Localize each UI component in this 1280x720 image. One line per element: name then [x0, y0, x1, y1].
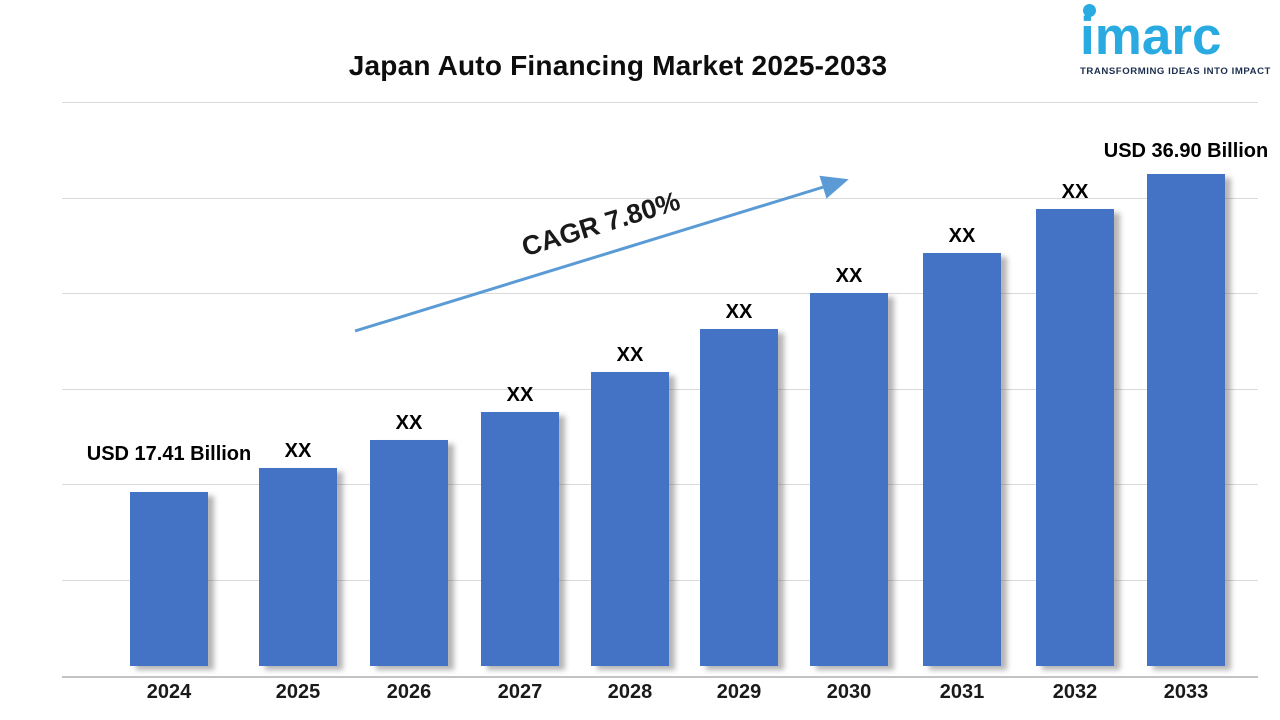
x-tick-2033: 2033	[1163, 681, 1209, 703]
bar-2025	[259, 468, 337, 666]
bar-value-label-2029: XX	[725, 301, 753, 323]
h-gridline	[62, 102, 1258, 103]
bar-2028	[591, 372, 669, 666]
bar-value-label-2030: XX	[835, 265, 863, 287]
x-tick-2030: 2030	[826, 681, 872, 703]
x-tick-2029: 2029	[716, 681, 762, 703]
bar-2029	[700, 329, 778, 666]
bar-value-label-2032: XX	[1061, 181, 1089, 203]
bar-value-label-2024: USD 17.41 Billion	[86, 443, 252, 465]
bar-value-label-2027: XX	[506, 384, 534, 406]
x-tick-2028: 2028	[607, 681, 653, 703]
bar-2033	[1147, 174, 1225, 666]
x-tick-2027: 2027	[497, 681, 543, 703]
cagr-label: CAGR 7.80%	[518, 185, 684, 263]
bar-2032	[1036, 209, 1114, 666]
imarc-logo: imarc TRANSFORMING IDEAS INTO IMPACT	[1080, 4, 1271, 77]
bar-value-label-2025: XX	[284, 440, 312, 462]
bar-2027	[481, 412, 559, 666]
bar-2024	[130, 492, 208, 666]
x-tick-2024: 2024	[146, 681, 192, 703]
bar-value-label-2031: XX	[948, 225, 976, 247]
logo-brand-text: imarc	[1080, 7, 1222, 66]
x-tick-2032: 2032	[1052, 681, 1098, 703]
logo-tagline: TRANSFORMING IDEAS INTO IMPACT	[1080, 66, 1271, 77]
x-tick-2026: 2026	[386, 681, 432, 703]
chart-title: Japan Auto Financing Market 2025-2033	[348, 50, 888, 81]
bar-value-label-2026: XX	[395, 412, 423, 434]
x-axis-line	[62, 676, 1258, 678]
bar-value-label-2028: XX	[616, 344, 644, 366]
x-tick-2025: 2025	[275, 681, 321, 703]
bar-2031	[923, 253, 1001, 666]
bar-2026	[370, 440, 448, 666]
logo-i-dot-icon	[1083, 4, 1096, 17]
bar-value-label-2033: USD 36.90 Billion	[1103, 140, 1269, 162]
x-tick-2031: 2031	[939, 681, 985, 703]
bar-2030	[810, 293, 888, 666]
